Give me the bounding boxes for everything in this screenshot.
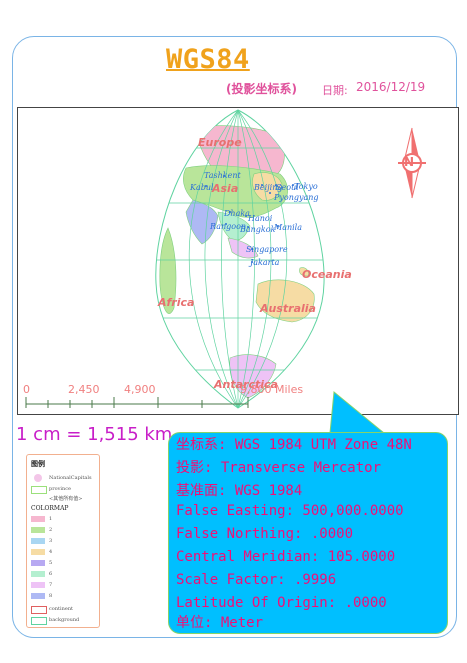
- colormap-swatch-5: [31, 560, 45, 566]
- colormap-swatch-8: [31, 593, 45, 599]
- info-false-easting: False Easting: 500,000.0000: [176, 503, 404, 519]
- scale-label-0: 0: [23, 383, 30, 396]
- city-hanoi: Hanoi: [248, 214, 273, 223]
- colormap-swatch-4: [31, 549, 45, 555]
- map-frame: Europe Asia Oceania Africa Australia Ant…: [17, 107, 459, 415]
- colormap-label-5: 5: [49, 560, 53, 566]
- city-pyongyang: Pyongyang: [274, 193, 319, 202]
- date-label: 日期:: [322, 84, 348, 97]
- city-markers: [205, 175, 294, 263]
- city-singapore: Singapore: [246, 245, 288, 254]
- cm-scale: 1 cm = 1,515 km: [16, 424, 173, 445]
- scale-bar: [25, 397, 249, 408]
- legend-background: background: [49, 617, 80, 623]
- colormap-label-8: 8: [49, 593, 53, 599]
- info-central-meridian: Central Meridian: 105.0000: [176, 549, 396, 565]
- city-beijing: Beijing: [254, 183, 283, 192]
- province-swatch: [31, 486, 47, 494]
- scale-label-4900: 4,900: [124, 383, 156, 396]
- colormap-swatch-1: [31, 516, 45, 522]
- continent-europe: Europe: [198, 136, 242, 149]
- map-subtitle: (投影坐标系): [226, 82, 297, 96]
- continent-swatch: [31, 606, 47, 614]
- legend-continent: continent: [49, 606, 74, 612]
- colormap-label-2: 2: [49, 527, 53, 533]
- continent-oceania: Oceania: [302, 268, 352, 281]
- colormap-label-4: 4: [49, 549, 53, 555]
- colormap-label-1: 1: [49, 516, 53, 522]
- colormap-label-7: 7: [49, 582, 53, 588]
- info-scale-factor: Scale Factor: .9996: [176, 572, 337, 588]
- city-manila: Manila: [274, 223, 302, 232]
- colormap-swatch-6: [31, 571, 45, 577]
- capital-symbol-icon: [34, 474, 42, 482]
- info-unit: 单位: Meter: [176, 615, 264, 631]
- info-latitude-of-origin: Latitude Of Origin: .0000: [176, 595, 387, 611]
- city-dhaka: Dhaka: [224, 209, 250, 218]
- city-seoul: Seoul: [276, 183, 299, 192]
- colormap-label-3: 3: [49, 538, 53, 544]
- colormap-swatch-3: [31, 538, 45, 544]
- landmasses: [159, 125, 315, 399]
- city-kabul: Kabul: [190, 183, 214, 192]
- projection-info-box: [168, 432, 448, 634]
- colormap-swatch-7: [31, 582, 45, 588]
- map-canvas: [25, 109, 426, 409]
- info-coordinate-system: 坐标系: WGS 1984 UTM Zone 48N: [176, 437, 412, 453]
- north-arrow-letter: N: [404, 155, 415, 169]
- city-tokyo: Tokyo: [294, 182, 318, 191]
- legend: 图例 NationalCapitals province <其他所有值> COL…: [26, 454, 100, 628]
- background-swatch: [31, 617, 47, 625]
- colormap-title: COLORMAP: [31, 505, 69, 512]
- legend-province: province: [49, 486, 72, 492]
- continent-asia: Asia: [212, 182, 239, 195]
- info-datum: 基准面: WGS 1984: [176, 483, 303, 499]
- city-rangoon: Rangoon: [210, 222, 247, 231]
- continent-australia: Australia: [260, 302, 316, 315]
- city-tashkent: Tashkent: [204, 171, 241, 180]
- legend-title: 图例: [31, 459, 45, 468]
- legend-province-sub: <其他所有值>: [49, 496, 83, 502]
- city-bangkok: Bangkok: [240, 225, 276, 234]
- continent-antarctica: Antarctica: [214, 378, 278, 391]
- continent-africa: Africa: [158, 296, 195, 309]
- scale-label-9800: 9,800 Miles: [240, 383, 304, 396]
- colormap-swatch-2: [31, 527, 45, 533]
- north-arrow: [398, 127, 426, 199]
- date-value: 2016/12/19: [356, 80, 426, 94]
- map-title: WGS84: [166, 44, 250, 75]
- scale-label-2450: 2,450: [68, 383, 100, 396]
- info-false-northing: False Northing: .0000: [176, 526, 354, 542]
- info-projection: 投影: Transverse Mercator: [176, 460, 382, 476]
- city-jakarta: Jakarta: [250, 258, 280, 267]
- legend-capitals: NationalCapitals: [49, 475, 92, 481]
- colormap-label-6: 6: [49, 571, 53, 577]
